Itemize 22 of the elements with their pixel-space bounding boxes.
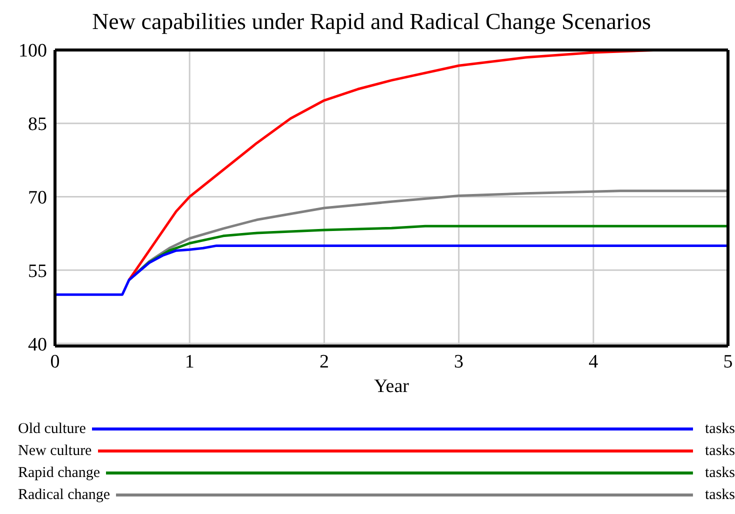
text: tasks [705, 420, 735, 438]
y-tick-label: 85 [28, 114, 47, 136]
x-tick-label: 2 [319, 351, 329, 372]
x-tick-label: 3 [454, 351, 464, 372]
x-tick-label: 4 [588, 351, 599, 372]
chart-title: New capabilities under Rapid and Radical Change Scenarios [91, 8, 652, 36]
legend-label: New culture [18, 442, 92, 460]
legend-label: Old culture [18, 420, 86, 438]
x-axis-title: Year [374, 376, 410, 397]
x-tick-label: 1 [184, 351, 194, 372]
x-tick-label: 5 [723, 351, 733, 372]
legend-label: Radical change [18, 486, 110, 504]
x-tick-label: 0 [50, 351, 60, 372]
y-tick-label: 100 [18, 40, 47, 62]
y-tick-label: 55 [28, 260, 47, 282]
text: tasks [705, 442, 735, 460]
text: tasks [705, 464, 735, 482]
y-tick-label: 70 [28, 188, 47, 209]
text: tasks [705, 486, 735, 504]
y-tick-label: 40 [28, 334, 47, 356]
line-series [55, 244, 728, 296]
legend-label: Rapid change [18, 464, 100, 482]
